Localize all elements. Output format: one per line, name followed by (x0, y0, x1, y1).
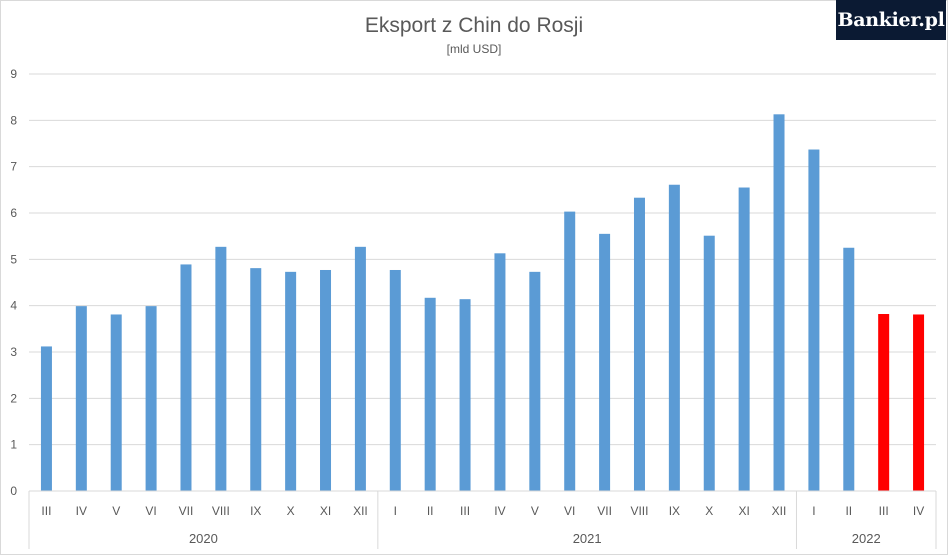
bar (215, 246, 227, 491)
bar (599, 233, 611, 491)
bar (633, 197, 645, 491)
bar (564, 211, 576, 492)
x-tick-label: II (845, 504, 852, 518)
bar (389, 269, 401, 491)
bar (494, 253, 506, 491)
bar (878, 314, 890, 491)
year-group-label: 2020 (189, 531, 218, 546)
x-tick-label: I (394, 504, 397, 518)
x-tick-label: V (531, 504, 539, 518)
x-tick-label: IV (494, 504, 505, 518)
y-tick-label: 3 (10, 345, 17, 359)
x-tick-label: XI (320, 504, 331, 518)
x-tick-label: X (287, 504, 295, 518)
x-tick-label: VI (564, 504, 575, 518)
x-tick-label: III (460, 504, 470, 518)
bar (354, 246, 366, 491)
bar (913, 314, 925, 491)
x-tick-label: IV (913, 504, 924, 518)
bar (180, 264, 192, 491)
bar (459, 299, 471, 491)
y-tick-label: 1 (10, 438, 17, 452)
x-tick-label: I (812, 504, 815, 518)
year-group-label: 2022 (852, 531, 881, 546)
bar (250, 268, 262, 491)
y-tick-label: 2 (10, 391, 17, 405)
y-tick-label: 0 (10, 484, 17, 498)
bar (703, 235, 715, 491)
x-tick-label: IV (76, 504, 87, 518)
gridlines (29, 73, 936, 446)
y-tick-label: 5 (10, 252, 17, 266)
x-tick-label: X (705, 504, 713, 518)
bar (424, 297, 436, 491)
bar (843, 247, 855, 491)
bar (529, 271, 541, 491)
x-tick-label: VII (597, 504, 612, 518)
x-tick-label: XII (772, 504, 787, 518)
x-tick-label: IX (250, 504, 261, 518)
bar (320, 269, 332, 491)
x-tick-label: III (41, 504, 51, 518)
y-tick-label: 4 (10, 299, 17, 313)
bar (668, 184, 680, 491)
bar (808, 149, 820, 492)
bar (40, 346, 52, 491)
y-tick-label: 7 (10, 160, 17, 174)
logo-text: Bankier.pl (837, 9, 945, 31)
x-tick-label: III (879, 504, 889, 518)
bar (773, 114, 785, 491)
x-tick-label: IX (669, 504, 680, 518)
y-tick-label: 8 (10, 113, 17, 127)
x-tick-label: VII (179, 504, 194, 518)
x-tick-label: V (112, 504, 120, 518)
bar (145, 306, 157, 491)
bars (40, 114, 925, 492)
x-tick-label: XI (738, 504, 749, 518)
bar (285, 271, 297, 491)
chart-subtitle: [mld USD] (447, 42, 502, 56)
y-tick-label: 9 (10, 67, 17, 81)
x-tick-label: VIII (212, 504, 230, 518)
y-tick-label: 6 (10, 206, 17, 220)
x-tick-label: XII (353, 504, 368, 518)
chart-title: Eksport z Chin do Rosji (365, 14, 583, 37)
year-group-label: 2021 (573, 531, 602, 546)
x-tick-label: VI (145, 504, 156, 518)
y-axis-ticks: 0 1 2 3 4 5 6 7 8 9 (10, 67, 17, 498)
bar (75, 306, 87, 491)
x-tick-label: VIII (630, 504, 648, 518)
x-tick-label: II (427, 504, 434, 518)
bar (110, 314, 122, 491)
bar (738, 187, 750, 491)
bankier-logo: Bankier.pl (836, 0, 946, 40)
